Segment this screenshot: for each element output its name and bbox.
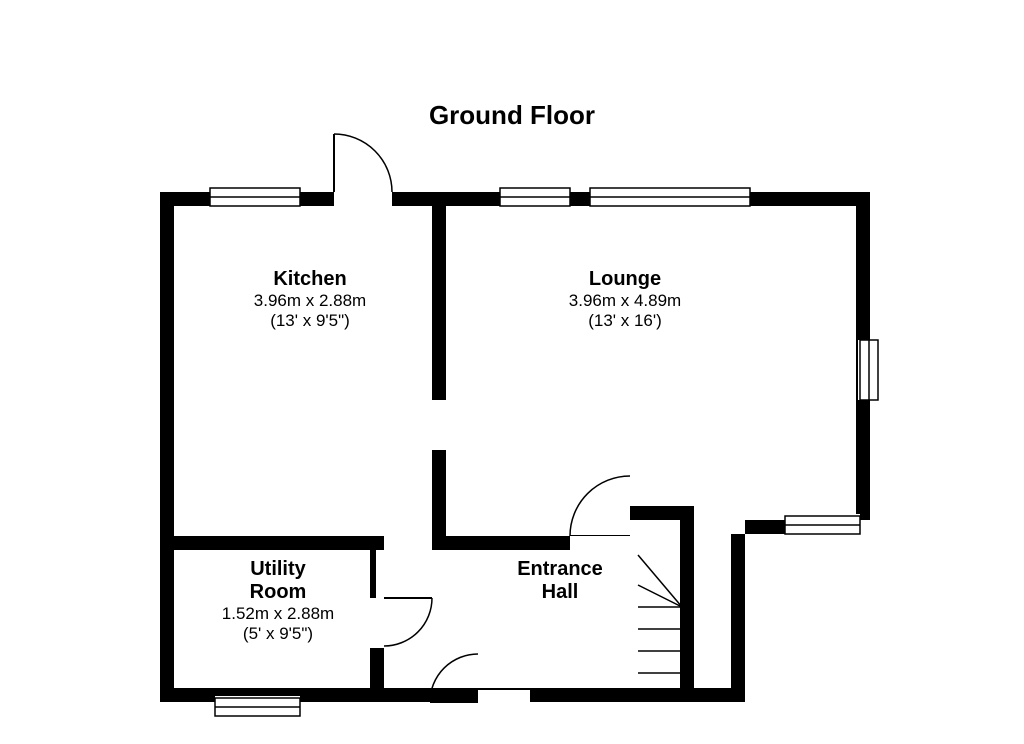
kitchen-label: Kitchen 3.96m x 2.88m (13' x 9'5") [200, 268, 420, 331]
window-gap [210, 186, 300, 212]
lounge-dims-imperial: (13' x 16') [500, 311, 750, 331]
window-gap [858, 340, 884, 400]
lounge-label: Lounge 3.96m x 4.89m (13' x 16') [500, 268, 750, 331]
window-gap [500, 186, 570, 212]
floor-title: Ground Floor [0, 100, 1024, 131]
door-arc [334, 134, 392, 192]
entrance-name: EntranceHall [470, 558, 650, 604]
interior-wall [630, 506, 694, 520]
utility-name-line1: UtilityRoom [178, 558, 378, 604]
window-gap [785, 514, 860, 540]
interior-wall [160, 536, 384, 550]
utility-dims-imperial: (5' x 9'5") [178, 624, 378, 644]
door-opening [334, 186, 392, 212]
window-gap [215, 696, 300, 722]
door-arc [384, 598, 432, 646]
door-opening [570, 536, 630, 550]
kitchen-dims-imperial: (13' x 9'5") [200, 311, 420, 331]
interior-wall [432, 450, 446, 550]
floor-title-text: Ground Floor [429, 100, 595, 130]
lounge-dims-metric: 3.96m x 4.89m [500, 291, 750, 311]
utility-dims-metric: 1.52m x 2.88m [178, 604, 378, 624]
lounge-name: Lounge [500, 268, 750, 291]
window-gap [590, 186, 750, 212]
utility-label: UtilityRoom 1.52m x 2.88m (5' x 9'5") [178, 558, 378, 644]
interior-wall [432, 192, 446, 400]
door-opening [478, 690, 530, 716]
door-arc [570, 476, 630, 536]
kitchen-name: Kitchen [200, 268, 420, 291]
entrance-label: EntranceHall [470, 558, 650, 604]
kitchen-dims-metric: 3.96m x 2.88m [200, 291, 420, 311]
